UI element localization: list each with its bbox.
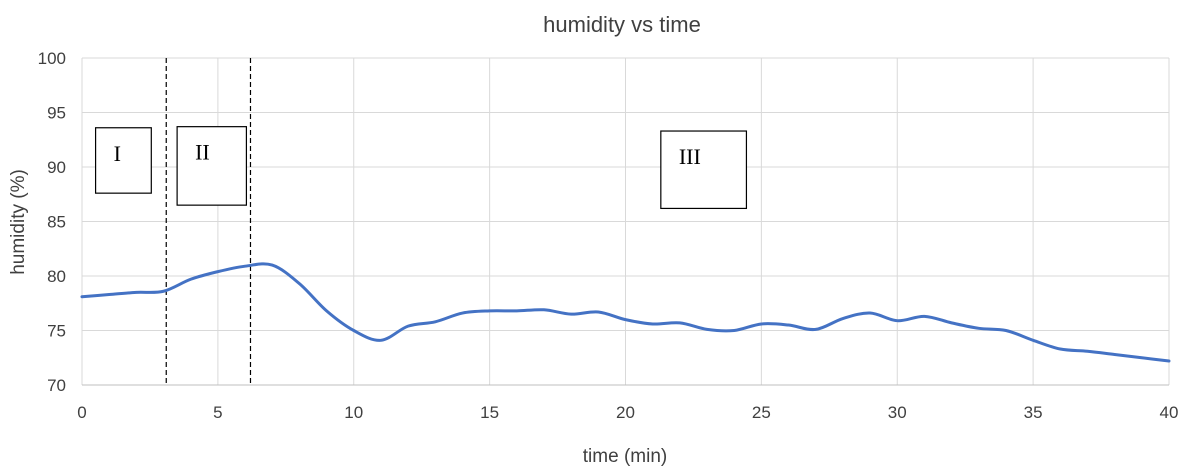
y-axis-label: humidity (%) <box>8 169 29 275</box>
x-tick-label: 0 <box>77 403 86 422</box>
region-frame <box>176 126 248 206</box>
region-frame <box>94 127 152 194</box>
y-tick-label: 95 <box>47 104 66 123</box>
region-label: I <box>114 141 121 166</box>
phase-dividers <box>165 58 252 385</box>
x-tick-label: 25 <box>752 403 771 422</box>
chart-title: humidity vs time <box>543 12 701 37</box>
humidity-line <box>80 262 1171 363</box>
y-tick-label: 70 <box>47 376 66 395</box>
region-label: III <box>679 144 701 169</box>
y-tick-label: 85 <box>47 213 66 232</box>
x-tick-label: 40 <box>1160 403 1179 422</box>
x-tick-label: 5 <box>213 403 222 422</box>
region-box: III <box>660 130 748 210</box>
y-tick-label: 90 <box>47 158 66 177</box>
phase-regions: I II III <box>94 126 748 210</box>
y-tick-label: 75 <box>47 322 66 341</box>
x-tick-label: 35 <box>1024 403 1043 422</box>
region-box: I <box>94 127 152 194</box>
x-tick-label: 20 <box>616 403 635 422</box>
y-tick-label: 100 <box>38 49 66 68</box>
x-axis-label: time (min) <box>583 446 667 467</box>
region-box: II <box>176 126 248 206</box>
y-tick-label: 80 <box>47 267 66 286</box>
x-tick-label: 10 <box>344 403 363 422</box>
region-frame <box>660 130 748 210</box>
series-group <box>80 262 1171 363</box>
x-tick-label: 30 <box>888 403 907 422</box>
region-label: II <box>195 140 210 165</box>
gridlines <box>81 57 1170 386</box>
x-tick-labels: 0 5 10 15 20 25 30 35 40 <box>77 403 1178 422</box>
x-tick-label: 15 <box>480 403 499 422</box>
y-tick-labels: 70 75 80 85 90 95 100 <box>38 49 66 395</box>
